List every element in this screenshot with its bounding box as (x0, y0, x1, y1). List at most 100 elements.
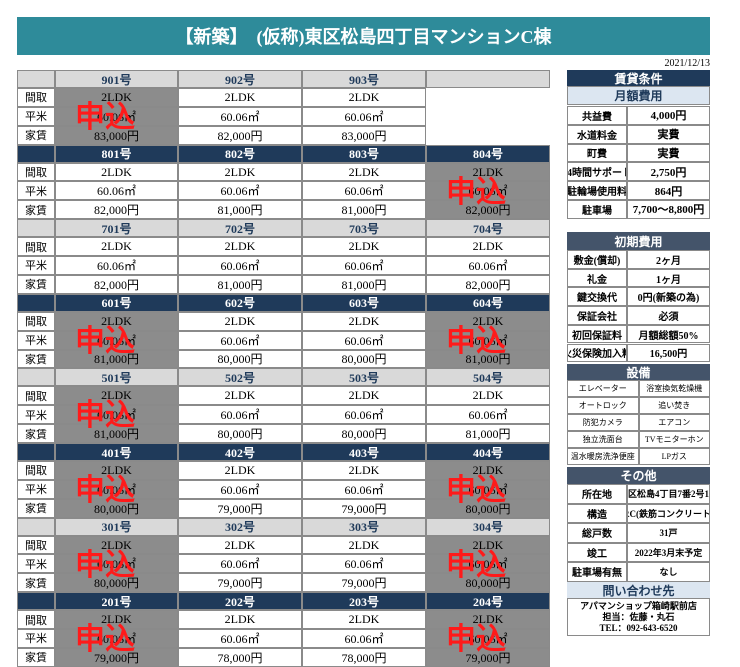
unit-rent: 81,000円 (178, 274, 302, 294)
unit-area: 60.06㎡ (178, 629, 302, 648)
unit-layout: 2LDK (426, 162, 550, 182)
contact-line: TEL：092-643-6520 (599, 622, 678, 633)
cond-value: なし (627, 562, 710, 582)
unit-header: 902号 (178, 70, 302, 88)
unit-layout: 2LDK (55, 162, 178, 182)
unit-area: 60.06㎡ (55, 629, 178, 648)
unit-header: 901号 (55, 70, 178, 88)
cond-label: 鍵交換代 (567, 287, 627, 307)
cond-value: 31戸 (627, 523, 710, 543)
unit-area: 60.06㎡ (302, 330, 426, 350)
unit-rent: 81,000円 (178, 200, 302, 220)
unit-header: 604号 (426, 293, 550, 312)
unit-rent: 79,000円 (426, 647, 550, 667)
unit-area: 60.06㎡ (55, 405, 178, 425)
equipment-item: 防犯カメラ (567, 414, 639, 431)
unit-rent: 82,000円 (426, 200, 550, 220)
unit-layout: 2LDK (426, 535, 550, 555)
unit-rent: 81,000円 (302, 274, 426, 294)
unit-rent: 83,000円 (302, 125, 426, 145)
unit-rent: 78,000円 (302, 647, 426, 667)
row-label: 間取 (17, 386, 55, 406)
unit-rent: 80,000円 (178, 349, 302, 369)
unit-header: 304号 (426, 517, 550, 536)
row-label: 家賃 (17, 349, 55, 369)
unit-header: 404号 (426, 443, 550, 461)
cond-value: 東区松島4丁目7番2号1, 8 (627, 484, 710, 504)
unit-area: 60.06㎡ (178, 330, 302, 350)
row-label: 家賃 (17, 274, 55, 294)
unit-area: 60.06㎡ (178, 405, 302, 425)
unit-layout: 2LDK (55, 610, 178, 630)
cond-value: 実費 (627, 143, 710, 163)
corner-cell (17, 517, 55, 536)
unit-header: 603号 (302, 293, 426, 312)
unit-header: 903号 (302, 70, 426, 88)
unit-layout: 2LDK (55, 461, 178, 480)
unit-layout: 2LDK (426, 461, 550, 480)
unit-area: 60.06㎡ (426, 629, 550, 648)
row-label: 平米 (17, 554, 55, 574)
unit-layout: 2LDK (55, 535, 178, 555)
equipment-item: 温水暖房洗浄便座 (567, 448, 639, 465)
row-label: 平米 (17, 330, 55, 350)
row-label: 間取 (17, 610, 55, 630)
unit-layout: 2LDK (55, 311, 178, 331)
row-label: 平米 (17, 629, 55, 648)
cond-label: 所在地 (567, 484, 627, 504)
cond-label: 駐車場 (567, 200, 627, 219)
title: 【新築】 (仮称)東区松島四丁目マンションC棟 (175, 27, 552, 47)
unit-rent: 82,000円 (55, 200, 178, 220)
unit-header: 201号 (55, 592, 178, 611)
unit-area: 60.06㎡ (426, 330, 550, 350)
unit-rent: 82,000円 (178, 125, 302, 145)
cond-label: 総戸数 (567, 523, 627, 543)
unit-layout: 2LDK (178, 237, 302, 257)
unit-header: 704号 (426, 219, 550, 238)
corner-cell (17, 70, 55, 88)
row-label: 家賃 (17, 498, 55, 518)
row-label: 間取 (17, 461, 55, 480)
row-label: 間取 (17, 162, 55, 182)
unit-rent: 80,000円 (302, 424, 426, 443)
equipment-item: エレベーター (567, 380, 639, 397)
unit-layout: 2LDK (178, 535, 302, 555)
row-label: 平米 (17, 256, 55, 275)
unit-layout: 2LDK (302, 237, 426, 257)
cond-value: 月額総額50% (627, 324, 710, 344)
unit-layout: 2LDK (302, 162, 426, 182)
unit-layout: 2LDK (426, 610, 550, 630)
unit-header: 204号 (426, 592, 550, 611)
row-label: 家賃 (17, 424, 55, 443)
unit-area: 60.06㎡ (426, 554, 550, 574)
unit-area: 60.06㎡ (55, 330, 178, 350)
unit-area: 60.06㎡ (426, 256, 550, 275)
cond-label: 初回保証料 (567, 324, 627, 344)
unit-header: 701号 (55, 219, 178, 238)
unit-layout: 2LDK (55, 88, 178, 107)
unit-area: 60.06㎡ (178, 256, 302, 275)
date: 2021/12/13 (664, 57, 710, 69)
unit-rent: 80,000円 (302, 349, 426, 369)
unit-area: 60.06㎡ (426, 479, 550, 499)
unit-layout: 2LDK (55, 237, 178, 257)
row-label: 平米 (17, 181, 55, 201)
corner-cell (17, 219, 55, 238)
unit-area: 60.06㎡ (178, 554, 302, 574)
unit-area: 60.06㎡ (426, 181, 550, 201)
unit-header: 602号 (178, 293, 302, 312)
unit-area: 60.06㎡ (302, 106, 426, 126)
unit-layout: 2LDK (178, 461, 302, 480)
unit-rent: 80,000円 (55, 573, 178, 593)
cond-label: 保証会社 (567, 306, 627, 325)
contact-line: アパマンショップ箱崎駅前店 (580, 600, 697, 611)
row-label: 家賃 (17, 200, 55, 220)
unit-header: 802号 (178, 144, 302, 163)
cond-label: 敷金(償却) (567, 250, 627, 269)
section-header: 賃貸条件 (567, 70, 710, 86)
unit-header: 503号 (302, 368, 426, 387)
cond-label: 駐車場有無 (567, 562, 627, 582)
unit-layout: 2LDK (426, 311, 550, 331)
row-label: 間取 (17, 311, 55, 331)
